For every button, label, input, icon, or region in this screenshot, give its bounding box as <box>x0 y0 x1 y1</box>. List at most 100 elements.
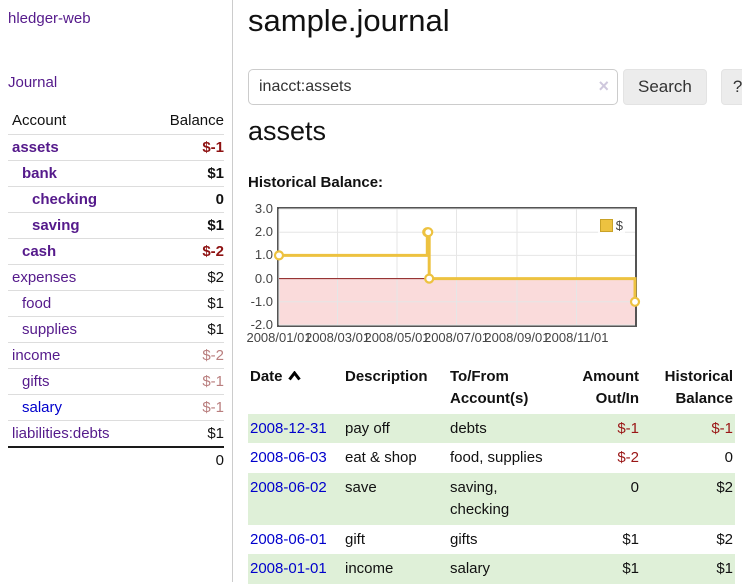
account-row: gifts $-1 <box>8 368 224 395</box>
account-link-cash[interactable]: cash <box>22 243 57 260</box>
search-form: × Search ? <box>248 69 742 105</box>
y-axis-tick-label: -2.0 <box>250 317 273 332</box>
transaction-date-link[interactable]: 2008-12-31 <box>250 419 327 437</box>
account-row: supplies $1 <box>8 316 224 343</box>
account-row: assets $-1 <box>8 134 224 161</box>
account-balance: $-2 <box>145 238 224 265</box>
transaction-amount: 0 <box>630 479 639 496</box>
chart-canvas <box>273 208 641 326</box>
transaction-description: pay off <box>345 419 390 437</box>
account-link-gifts[interactable]: gifts <box>22 373 50 390</box>
transaction-accounts: salary <box>450 560 491 578</box>
chart-plot-area: $ <box>273 207 641 327</box>
legend-label: $ <box>615 218 623 233</box>
chart-title: Historical Balance: <box>248 174 384 191</box>
account-link-saving[interactable]: saving <box>32 217 80 234</box>
search-input[interactable] <box>248 69 618 105</box>
transaction-date-link[interactable]: 2008-06-01 <box>250 530 327 548</box>
x-axis-tick-label: 2008/03/01 <box>304 330 371 345</box>
amount-header-line1: Amount <box>582 368 639 385</box>
register-header-amount: Amount Out/In <box>562 362 641 414</box>
historical-balance-chart: $ 3.0 2.0 1.0 0.0 -1.0 -2.0 2008/01/01 2008/03/… <box>246 200 738 350</box>
transaction-date-link[interactable]: 2008-06-02 <box>250 479 327 496</box>
transaction-description: save <box>345 479 377 496</box>
x-axis-tick-label: 2008/11/01 <box>544 330 609 345</box>
account-balance: $1 <box>145 316 224 343</box>
register-table: Date Description To/From Account(s) Amou… <box>248 362 735 584</box>
account-balance: $-1 <box>145 394 224 421</box>
account-link-income[interactable]: income <box>12 347 61 364</box>
account-row: liabilities:debts $1 <box>8 420 224 447</box>
transaction-accounts: debts <box>450 419 487 437</box>
account-link-assets[interactable]: assets <box>12 139 59 156</box>
y-axis-tick-label: 1.0 <box>254 247 273 263</box>
amount-header-line2: Out/In <box>595 389 639 407</box>
app-brand-link[interactable]: hledger-web <box>8 10 91 27</box>
register-header-accounts: To/From Account(s) <box>450 362 562 414</box>
account-balance: $1 <box>145 420 224 447</box>
account-link-expenses[interactable]: expenses <box>12 269 77 286</box>
transaction-amount: $1 <box>622 560 639 578</box>
clear-search-icon[interactable]: × <box>598 76 609 96</box>
account-balance: $1 <box>145 212 224 239</box>
register-row: 2008-12-31 pay off debts $-1 $-1 <box>248 413 735 444</box>
account-balance: $-1 <box>145 368 224 395</box>
account-heading: assets <box>248 116 327 146</box>
balance-header-line2: Balance <box>675 389 733 407</box>
search-button[interactable]: Search <box>623 69 707 105</box>
accounts-total-value: 0 <box>145 446 224 473</box>
transaction-accounts: saving, checking <box>450 479 510 518</box>
accounts-header-line1: To/From <box>450 368 509 385</box>
sort-ascending-icon <box>287 366 301 388</box>
account-row: cash $-2 <box>8 238 224 265</box>
account-balance: $2 <box>145 264 224 291</box>
sidebar-item-journal[interactable]: Journal <box>8 74 58 91</box>
account-link-bank[interactable]: bank <box>22 165 58 182</box>
transaction-date-link[interactable]: 2008-06-03 <box>250 449 327 467</box>
account-link-supplies[interactable]: supplies <box>22 321 78 338</box>
account-row: income $-2 <box>8 342 224 369</box>
date-header-label: Date <box>250 368 283 385</box>
x-axis-tick-label: 2008/01/01 <box>246 330 312 345</box>
accounts-total-row: 0 <box>8 446 224 473</box>
help-button[interactable]: ? <box>720 69 742 105</box>
account-row: bank $1 <box>8 160 224 187</box>
transaction-balance: $1 <box>716 560 733 578</box>
balance-header-line1: Historical <box>664 368 733 385</box>
register-header-row: Date Description To/From Account(s) Amou… <box>248 362 735 414</box>
account-link-food[interactable]: food <box>22 295 52 312</box>
transaction-description: eat & shop <box>345 449 417 467</box>
register-row: 2008-06-03 eat & shop food, supplies $-2… <box>248 443 735 473</box>
transaction-balance: $-1 <box>711 419 733 437</box>
page-title: sample.journal <box>248 3 450 38</box>
account-balance: $1 <box>145 290 224 317</box>
account-balance: 0 <box>145 186 224 213</box>
account-row: checking 0 <box>8 186 224 213</box>
transaction-amount: $-2 <box>617 449 639 467</box>
register-row: 2008-06-02 save saving, checking 0 $2 <box>248 473 735 525</box>
transaction-accounts: gifts <box>450 530 478 548</box>
main-content: sample.journal × Search ? assets Histori… <box>234 0 742 584</box>
x-axis-tick-label: 2008/05/01 <box>364 330 430 345</box>
account-link-checking[interactable]: checking <box>32 191 98 208</box>
transaction-balance: 0 <box>724 449 733 467</box>
transaction-amount: $-1 <box>617 419 639 437</box>
register-header-date[interactable]: Date <box>248 362 345 414</box>
y-axis-tick-label: -1.0 <box>250 293 273 309</box>
x-axis-tick-label: 2008/09/01 <box>484 330 550 345</box>
account-row: food $1 <box>8 290 224 317</box>
transaction-description: gift <box>345 530 366 548</box>
account-row: expenses $2 <box>8 264 224 291</box>
y-axis-tick-label: 2.0 <box>254 224 273 240</box>
register-row: 2008-06-01 gift gifts $1 $2 <box>248 525 735 555</box>
account-row: saving $1 <box>8 212 224 239</box>
transaction-date-link[interactable]: 2008-01-01 <box>250 560 327 578</box>
accounts-header-account: Account <box>12 112 67 129</box>
legend-swatch-icon <box>599 219 613 232</box>
account-row: salary $-1 <box>8 394 224 421</box>
x-axis-tick-label: 2008/07/01 <box>423 330 490 345</box>
account-link-salary[interactable]: salary <box>22 399 63 416</box>
account-balance: $-1 <box>145 134 224 161</box>
transaction-amount: $1 <box>622 530 639 548</box>
account-link-liabilities-debts[interactable]: liabilities:debts <box>12 425 110 442</box>
